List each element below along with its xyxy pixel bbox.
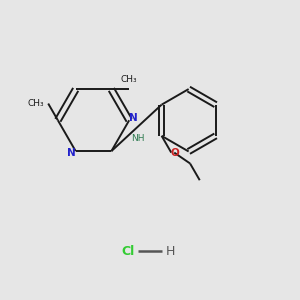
Text: H: H xyxy=(166,244,176,258)
Text: N: N xyxy=(129,113,138,123)
Text: Cl: Cl xyxy=(121,244,134,258)
Text: N: N xyxy=(67,148,76,158)
Text: CH₃: CH₃ xyxy=(27,99,44,108)
Text: NH: NH xyxy=(131,134,145,143)
Text: O: O xyxy=(170,148,179,158)
Text: CH₃: CH₃ xyxy=(121,75,137,84)
